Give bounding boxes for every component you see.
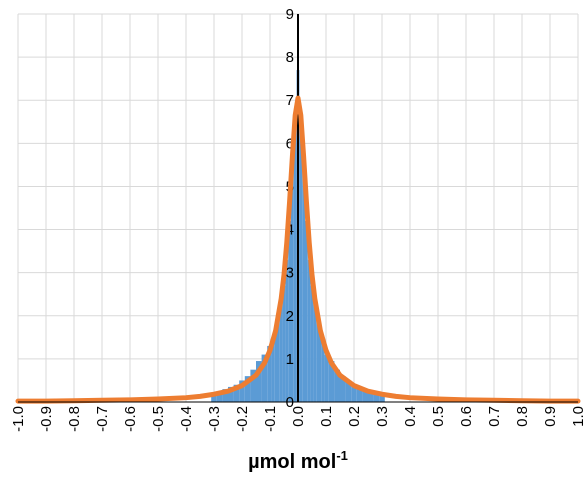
- histogram-bar: [310, 285, 314, 402]
- histogram-bar: [233, 384, 240, 402]
- x-tick-label: -0.4: [178, 406, 195, 432]
- histogram-bar: [299, 113, 303, 403]
- histogram-bar: [307, 259, 311, 402]
- x-tick-label: -0.1: [262, 406, 279, 432]
- y-tick-label: 8: [286, 49, 294, 66]
- histogram-bar: [340, 376, 346, 402]
- x-tick-label: 0.1: [318, 406, 335, 427]
- histogram-bar: [368, 391, 374, 402]
- x-tick-label: 0.2: [346, 406, 363, 427]
- histogram-bar: [239, 380, 245, 402]
- histogram-bar: [291, 169, 294, 402]
- histogram-bar: [267, 345, 272, 402]
- histogram-bar: [216, 391, 223, 402]
- histogram-bar: [328, 361, 335, 402]
- histogram-bar: [271, 339, 275, 402]
- histogram-bar: [316, 320, 319, 402]
- histogram-bar: [279, 305, 283, 402]
- histogram-bar: [351, 384, 357, 402]
- x-tick-label: 0.8: [514, 406, 531, 427]
- x-tick-label: -0.9: [38, 406, 55, 432]
- histogram-bar: [321, 341, 325, 402]
- fit-curve: [15, 95, 581, 404]
- histogram-bar: [222, 389, 228, 402]
- histogram-bar: [313, 305, 317, 402]
- x-axis-label-sup: -1: [336, 448, 348, 463]
- x-axis-label: µmol mol-1: [248, 448, 348, 473]
- x-tick-label: -1.0: [10, 406, 27, 432]
- histogram-bar: [305, 220, 308, 402]
- histogram-bar: [250, 369, 256, 402]
- x-tick-label: 0.9: [542, 406, 559, 427]
- x-tick-label: -0.3: [206, 406, 223, 432]
- y-tick-label: 3: [286, 265, 294, 282]
- histogram-bar: [288, 220, 291, 402]
- histogram-bar: [319, 330, 322, 402]
- x-tick-labels: -1.0 -0.9 -0.8 -0.7 -0.6 -0.5 -0.4 -0.3 -0.2 -0.1…: [10, 406, 587, 432]
- histogram-bar: [324, 354, 329, 402]
- y-tick-label: 6: [286, 135, 294, 152]
- histogram-bar: [379, 394, 385, 402]
- x-tick-label: -0.7: [94, 406, 111, 432]
- x-tick-label: 0.7: [486, 406, 503, 427]
- histogram-bar: [302, 169, 305, 402]
- x-tick-label: -0.5: [150, 406, 167, 432]
- histogram-bar: [244, 376, 251, 402]
- x-tick-label: 0.4: [402, 406, 419, 427]
- x-tick-label: 0.0: [290, 406, 307, 427]
- y-tick-label: 9: [286, 6, 294, 23]
- histogram-bar: [277, 320, 280, 402]
- x-tick-label: -0.2: [234, 406, 251, 432]
- y-tick-label: 2: [286, 308, 294, 325]
- histogram-bar: [334, 369, 340, 402]
- x-tick-label: 1.0: [570, 406, 587, 427]
- x-tick-label: 0.3: [374, 406, 391, 427]
- histogram-bar: [274, 330, 277, 402]
- x-tick-label: -0.6: [122, 406, 139, 432]
- x-tick-label: 0.5: [430, 406, 447, 427]
- histogram-bar: [261, 354, 268, 402]
- y-tick-label: 1: [286, 351, 294, 368]
- histogram-bar: [356, 386, 363, 402]
- histogram-bar: [293, 113, 297, 403]
- x-axis-label-main: µmol mol: [248, 451, 336, 473]
- histogram-bar: [256, 361, 262, 402]
- histogram-bar: [228, 386, 234, 402]
- histogram-bar: [282, 285, 286, 402]
- histogram-bar: [362, 389, 368, 402]
- histogram-bar: [285, 259, 289, 402]
- histogram-bar: [211, 393, 217, 402]
- x-tick-label: 0.6: [458, 406, 475, 427]
- y-tick-label: 7: [286, 92, 294, 109]
- histogram-bar: [345, 380, 352, 402]
- x-tick-label: -0.8: [66, 406, 83, 432]
- histogram-bar: [373, 393, 380, 402]
